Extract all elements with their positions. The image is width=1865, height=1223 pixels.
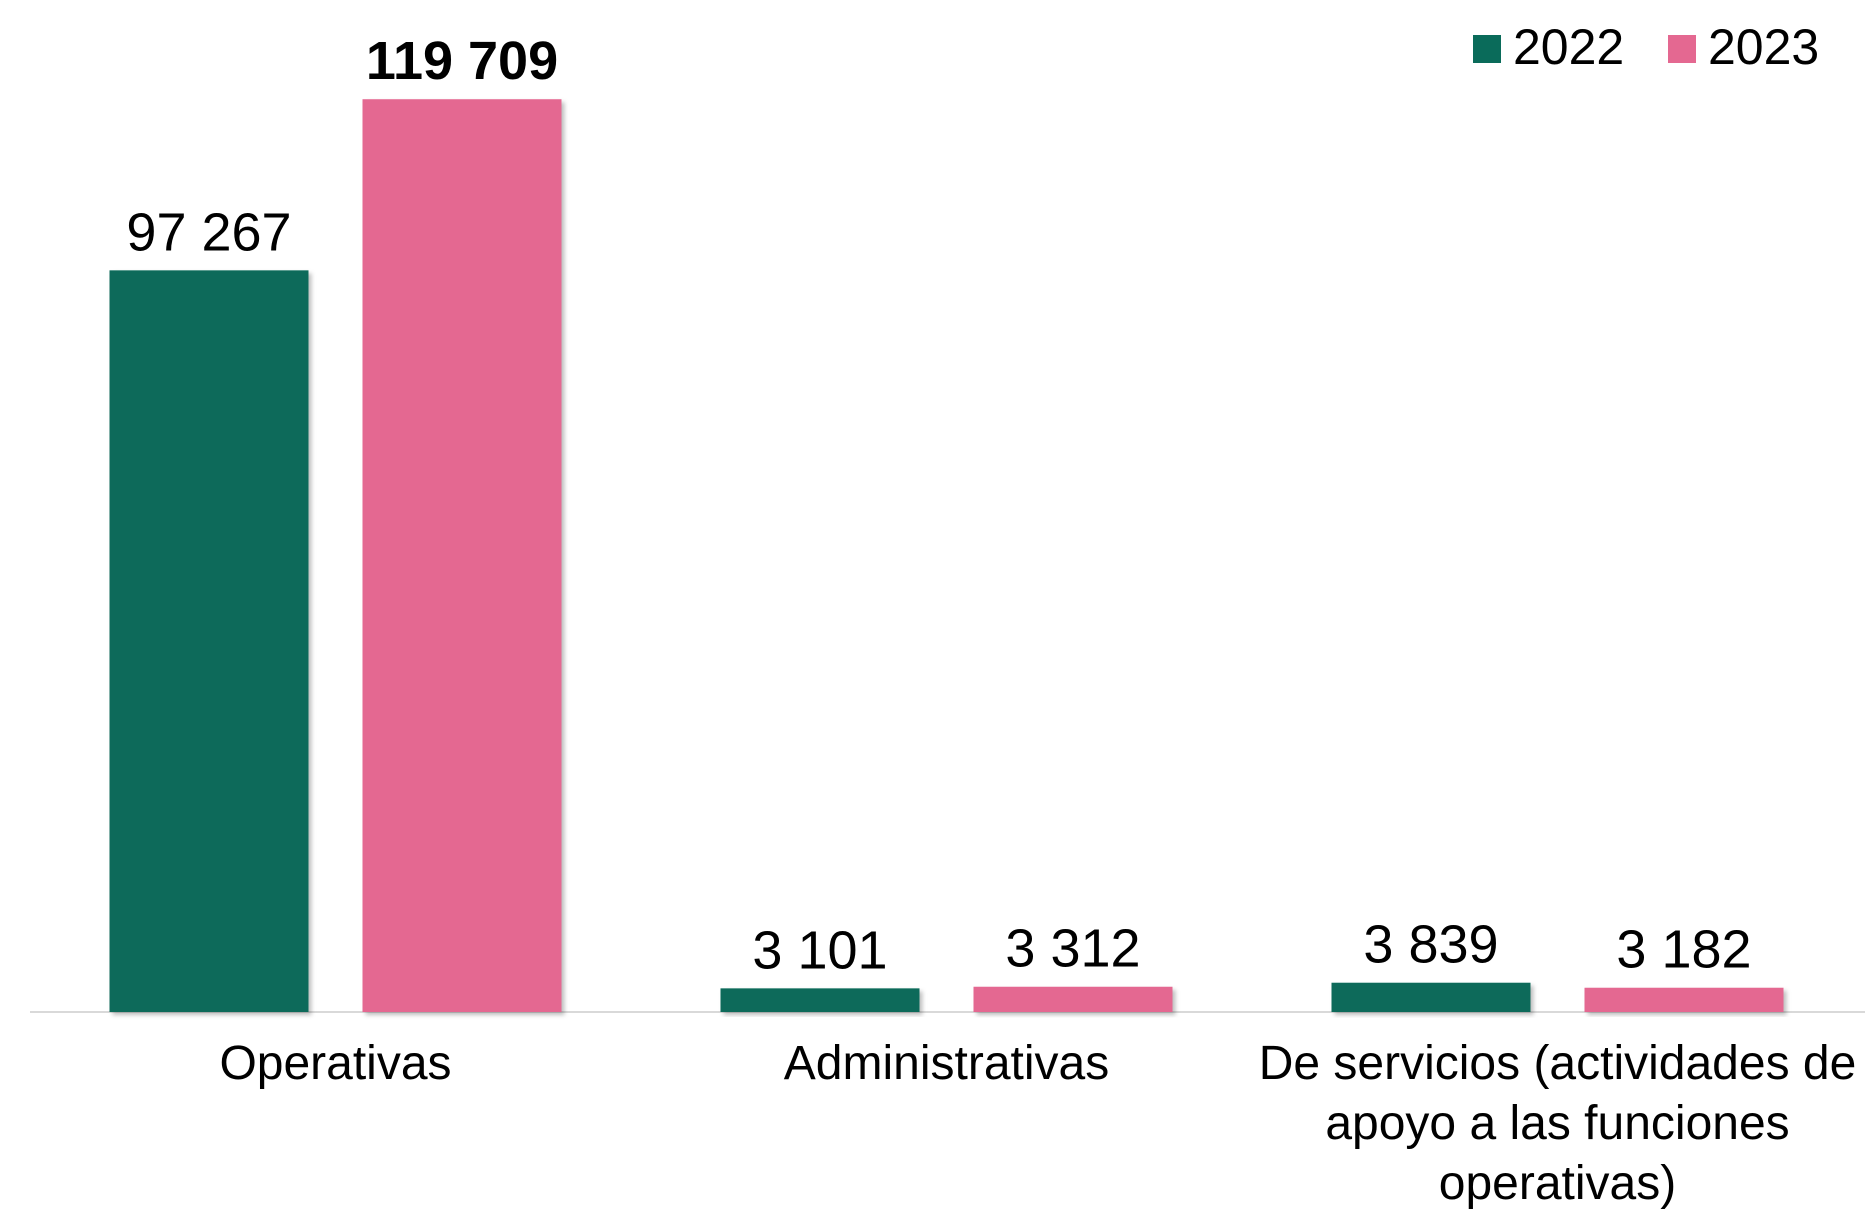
value-label: 3 312 (1005, 919, 1140, 979)
legend-swatch (1668, 35, 1696, 63)
bar (1331, 982, 1531, 1012)
legend-label: 2023 (1708, 19, 1819, 75)
bar (973, 986, 1173, 1012)
bar (362, 99, 562, 1012)
bar (1584, 987, 1784, 1012)
x-tick-label: Operativas (219, 1037, 452, 1090)
value-label: 3 101 (752, 920, 887, 980)
x-tick-label: Administrativas (783, 1037, 1110, 1090)
legend-swatch (1473, 35, 1501, 63)
value-label: 97 267 (126, 202, 291, 262)
value-label: 3 182 (1616, 920, 1751, 980)
value-label: 119 709 (366, 31, 558, 91)
bar (109, 270, 309, 1012)
value-label: 3 839 (1363, 915, 1498, 975)
legend-label: 2022 (1513, 19, 1624, 75)
x-tick-label: De servicios (actividades de apoyo a las… (1258, 1037, 1857, 1210)
bar (720, 988, 920, 1012)
